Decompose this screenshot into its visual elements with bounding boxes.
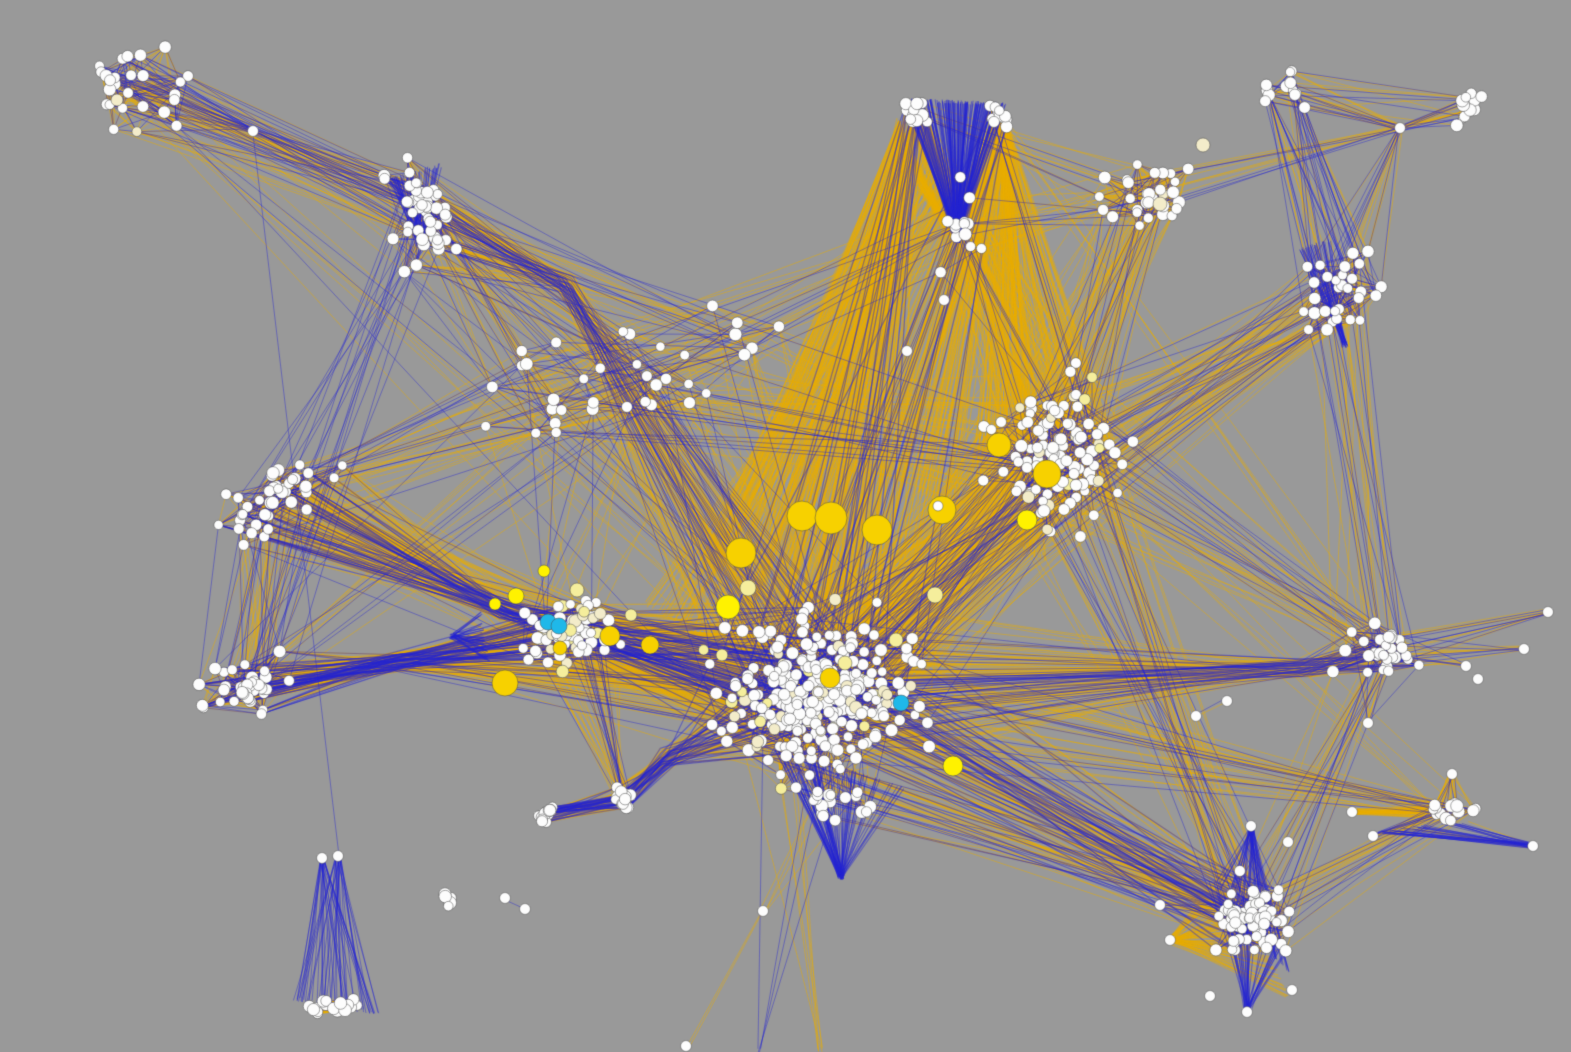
graph-viewport xyxy=(0,0,1571,1052)
network-graph-canvas[interactable] xyxy=(0,0,1571,1052)
